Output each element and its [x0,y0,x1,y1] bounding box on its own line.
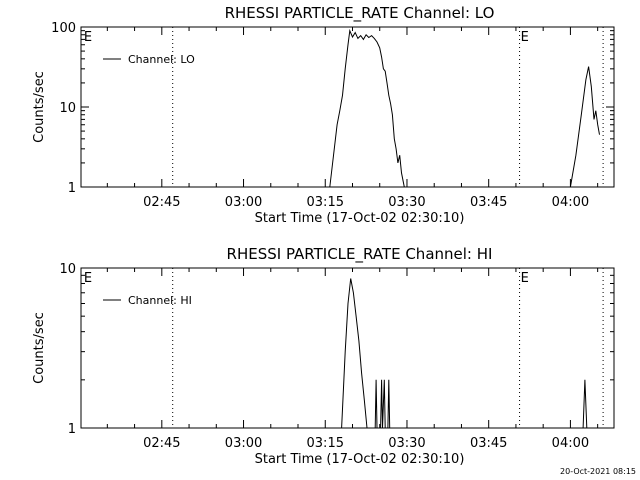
panel-1-event-marker-label: E [84,30,92,45]
panel-2-x-tick-label: 02:45 [143,436,180,451]
panel-1-y-tick-label: 100 [51,21,76,36]
panel-2-x-axis-label: Start Time (17-Oct-02 02:30:10) [255,452,465,467]
panel-2-x-tick-label: 03:30 [388,436,425,451]
panel-1-x-axis-label: Start Time (17-Oct-02 02:30:10) [255,211,465,226]
panel-2-chart-title: RHESSI PARTICLE_RATE Channel: HI [227,245,493,264]
panel-2-plot-frame [80,267,615,429]
panel-1-x-tick-label: 03:15 [307,195,344,210]
panel-1-x-tick-label: 03:45 [470,195,507,210]
panel-1-x-tick-label: 02:45 [143,195,180,210]
panel-2-series-line-3 [582,379,588,429]
panel-1-chart-title: RHESSI PARTICLE_RATE Channel: LO [225,4,495,23]
footer-timestamp: 20-Oct-2021 08:15 [560,467,636,476]
panel-2-series-line-2 [374,379,391,429]
panel-1-y-tick-label: 10 [59,101,76,116]
panel-2-event-marker-label: E [521,271,529,286]
panel-2-y-tick-label: 10 [59,262,76,277]
panel-1-x-tick-label: 04:00 [552,195,589,210]
panel-2-series-line-1 [341,278,368,429]
panel-2-event-marker-label: E [84,271,92,286]
panel-2-y-tick-label: 1 [68,422,76,437]
panel-1-legend-label: Channel: LO [128,53,195,66]
panel-2-x-tick-label: 03:45 [470,436,507,451]
panel-1-x-tick-label: 03:00 [225,195,262,210]
panel-1-y-tick-label: 1 [68,181,76,196]
panel-2-y-axis-label: Counts/sec [32,312,47,384]
panel-1-x-tick-label: 03:30 [388,195,425,210]
panel-1-series-line-1 [329,28,405,188]
panel-1-series-line-2 [569,66,600,188]
panel-1-event-marker-label: E [521,30,529,45]
panel-2-x-tick-label: 04:00 [552,436,589,451]
panel-2-x-tick-label: 03:15 [307,436,344,451]
panel-2-x-tick-label: 03:00 [225,436,262,451]
panel-2-legend-label: Channel: HI [128,294,192,307]
panel-1-y-axis-label: Counts/sec [32,71,47,143]
